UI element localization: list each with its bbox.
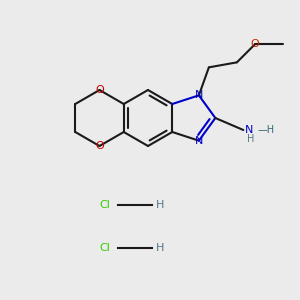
Text: O: O xyxy=(95,85,104,95)
Text: O: O xyxy=(250,39,259,49)
Text: N: N xyxy=(195,136,203,146)
Text: N: N xyxy=(195,90,203,100)
Text: —H: —H xyxy=(257,125,274,135)
Text: Cl: Cl xyxy=(100,200,110,210)
Text: N: N xyxy=(245,125,254,135)
Text: H: H xyxy=(247,134,255,144)
Text: Cl: Cl xyxy=(100,243,110,253)
Text: H: H xyxy=(156,243,164,253)
Text: H: H xyxy=(156,200,164,210)
Text: O: O xyxy=(95,141,104,151)
